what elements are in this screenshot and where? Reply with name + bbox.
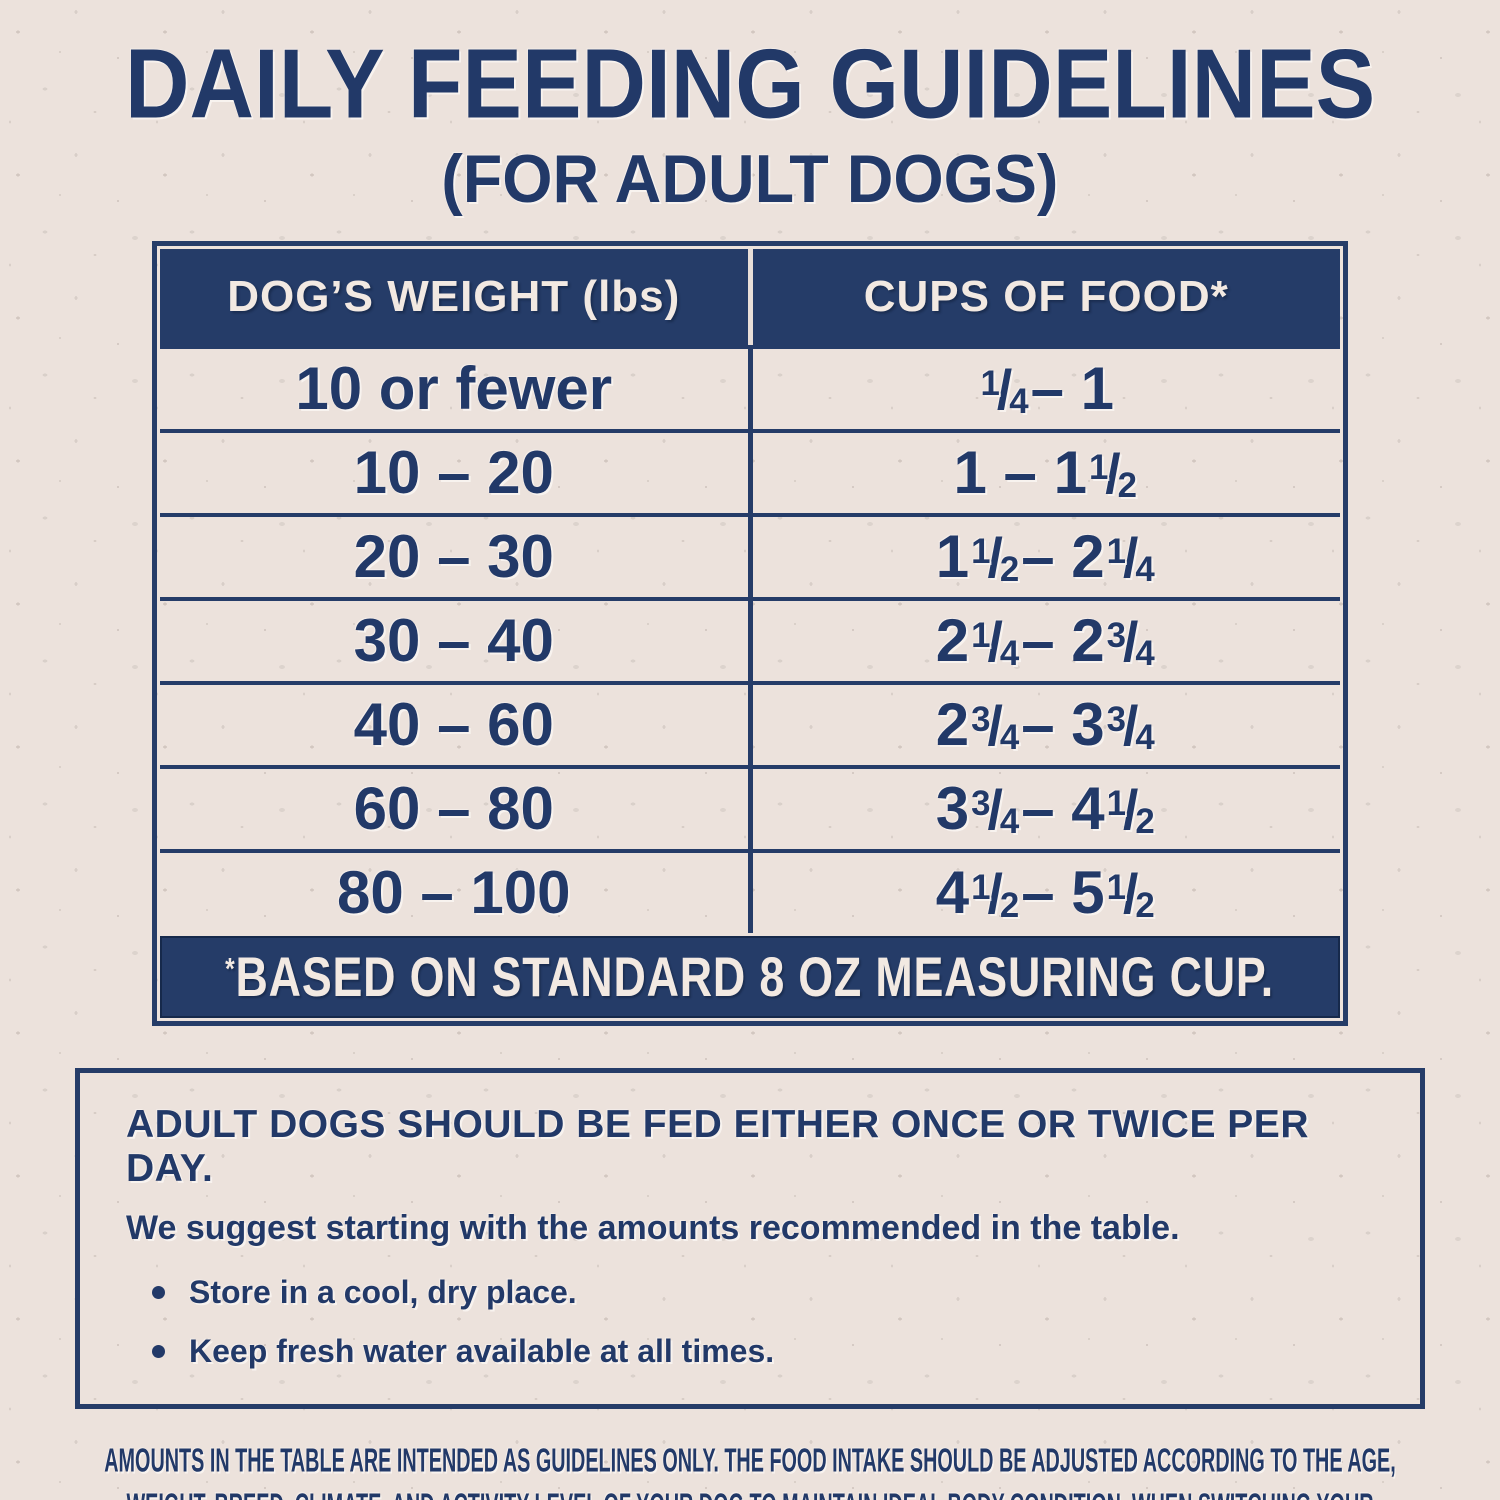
table-row: 10 or fewer 1/4 – 1 xyxy=(160,344,1341,429)
cups-cell: 1 – 1 1/2 xyxy=(747,432,1341,513)
advice-heading: ADULT DOGS SHOULD BE FED EITHER ONCE OR … xyxy=(126,1102,1309,1190)
bullet-dot-icon xyxy=(152,1285,165,1299)
weight-cell: 10 or fewer xyxy=(295,355,613,423)
table-footnote: *BASED ON STANDARD 8 OZ MEASURING CUP. xyxy=(226,944,1275,1009)
weight-cell: 40 – 60 xyxy=(353,691,554,759)
table-row: 80 – 100 4 1/2 – 5 1/2 xyxy=(160,848,1341,933)
weight-cell: 20 – 30 xyxy=(353,523,554,591)
advice-subheading: We suggest starting with the amounts rec… xyxy=(126,1208,1180,1247)
disclaimer-row: AMOUNTS IN THE TABLE ARE INTENDED AS GUI… xyxy=(0,1439,1500,1500)
cups-cell: 3 3/4 – 4 1/2 xyxy=(747,768,1341,849)
page-title: DAILY FEEDING GUIDELINES xyxy=(124,29,1376,140)
cups-cell: 2 1/4 – 2 3/4 xyxy=(747,600,1341,681)
advice-bullet-item: Store in a cool, dry place. xyxy=(152,1274,1374,1311)
table-row: 10 – 20 1 – 1 1/2 xyxy=(160,428,1341,513)
advice-box: ADULT DOGS SHOULD BE FED EITHER ONCE OR … xyxy=(75,1067,1425,1409)
weight-cell: 30 – 40 xyxy=(353,607,554,675)
bullet-dot-icon xyxy=(152,1344,165,1358)
weight-cell: 10 – 20 xyxy=(353,439,554,507)
footnote-text: BASED ON STANDARD 8 OZ MEASURING CUP. xyxy=(235,945,1275,1009)
feeding-table: DOG’S WEIGHT (lbs) CUPS OF FOOD* 10 or f… xyxy=(152,240,1348,1026)
subtitle-row: (FOR ADULT DOGS) xyxy=(0,135,1500,213)
table-row: 40 – 60 2 3/4 – 3 3/4 xyxy=(160,680,1341,765)
table-row: 20 – 30 1 1/2 – 2 1/4 xyxy=(160,512,1341,597)
disclaimer-text: AMOUNTS IN THE TABLE ARE INTENDED AS GUI… xyxy=(104,1442,1396,1500)
table-body: 10 or fewer 1/4 – 1 10 – 20 1 – 1 1/2 20… xyxy=(160,344,1341,933)
cups-cell: 1 1/2 – 2 1/4 xyxy=(747,516,1341,597)
cups-cell: 1/4 – 1 xyxy=(747,348,1341,429)
page-subtitle: (FOR ADULT DOGS) xyxy=(441,140,1059,217)
table-footnote-bar: *BASED ON STANDARD 8 OZ MEASURING CUP. xyxy=(160,935,1340,1018)
column-header-cups: CUPS OF FOOD* xyxy=(747,248,1341,345)
advice-bullet-item: Keep fresh water available at all times. xyxy=(152,1333,1374,1370)
bullet-text: Store in a cool, dry place. xyxy=(189,1273,577,1310)
weight-cell: 80 – 100 xyxy=(336,859,571,927)
table-row: 30 – 40 2 1/4 – 2 3/4 xyxy=(160,596,1341,681)
title-row: DAILY FEEDING GUIDELINES xyxy=(0,0,1500,140)
cups-cell: 2 3/4 – 3 3/4 xyxy=(747,684,1341,765)
table-header-row: DOG’S WEIGHT (lbs) CUPS OF FOOD* xyxy=(160,248,1341,345)
bullet-text: Keep fresh water available at all times. xyxy=(189,1332,775,1369)
table-row: 60 – 80 3 3/4 – 4 1/2 xyxy=(160,764,1341,849)
advice-bullets: Store in a cool, dry place. Keep fresh w… xyxy=(126,1274,1374,1370)
cups-cell: 4 1/2 – 5 1/2 xyxy=(747,852,1341,933)
footnote-asterisk: * xyxy=(225,951,236,987)
weight-cell: 60 – 80 xyxy=(353,775,554,843)
column-header-weight: DOG’S WEIGHT (lbs) xyxy=(227,271,681,321)
